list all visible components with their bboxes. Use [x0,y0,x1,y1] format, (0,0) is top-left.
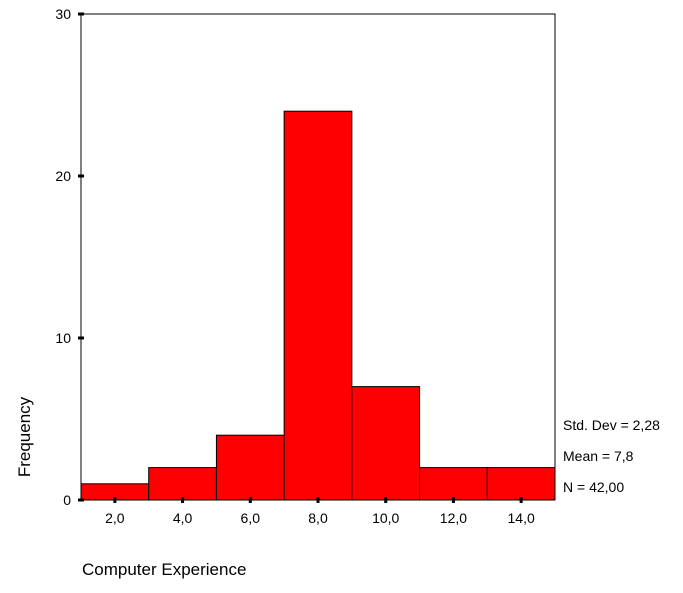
histogram-bar [419,467,488,501]
x-tick-label: 6,0 [241,510,261,526]
histogram-bar [486,467,556,501]
n-label: N = 42,00 [563,479,624,495]
x-axis-label: Computer Experience [82,560,246,579]
x-tick-label: 14,0 [508,510,535,526]
x-tick-label: 12,0 [440,510,467,526]
y-tick-label: 10 [55,330,71,346]
x-tick-mark [113,497,117,503]
mean-label: Mean = 7,8 [563,448,634,464]
histogram-bar [283,110,353,501]
histogram-bar [148,467,217,501]
y-tick-mark [78,12,84,16]
y-tick-mark [78,498,84,502]
y-tick-mark [78,336,84,340]
y-axis-label: Frequency [15,396,34,477]
x-tick-label: 8,0 [308,510,328,526]
x-tick-mark [248,497,252,503]
x-tick-label: 2,0 [105,510,125,526]
x-tick-label: 10,0 [372,510,399,526]
x-tick-mark [316,497,320,503]
y-axis: 0 10 20 30 [55,6,84,508]
x-axis: 2,0 4,0 6,0 8,0 10,0 12,0 14,0 [105,497,535,526]
histogram-bar [215,434,285,501]
y-tick-label: 20 [55,168,71,184]
y-tick-mark [78,174,84,178]
std-dev-label: Std. Dev = 2,28 [563,417,660,433]
y-tick-label: 0 [63,492,71,508]
x-tick-label: 4,0 [173,510,193,526]
bars-group [80,110,556,501]
x-tick-mark [181,497,185,503]
x-tick-mark [519,497,523,503]
x-tick-mark [384,497,388,503]
histogram-bar [351,386,421,501]
x-tick-mark [451,497,455,503]
y-tick-label: 30 [55,6,71,22]
